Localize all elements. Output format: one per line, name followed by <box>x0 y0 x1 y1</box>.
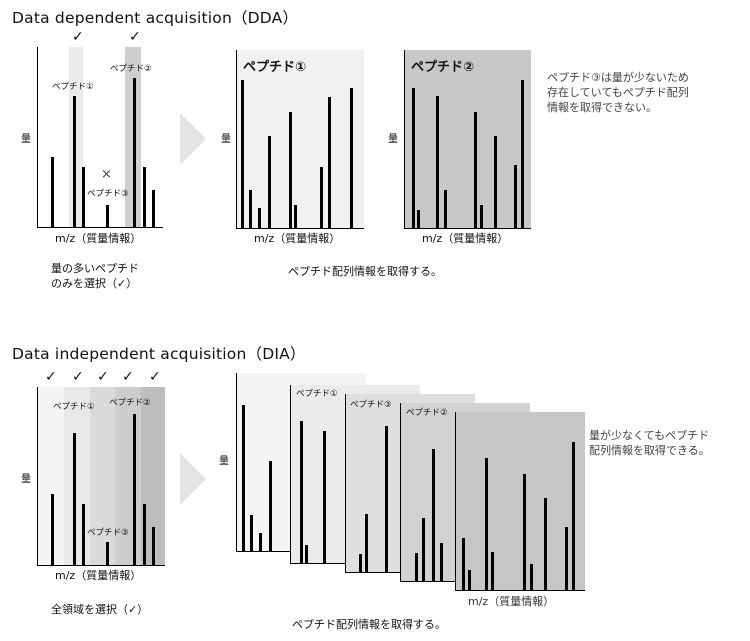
dda-x-axis-label: m/z（質量情報） <box>55 232 142 245</box>
dia-label-peptide1: ペプチド① <box>53 402 95 412</box>
dia-panel-x-axis-label: m/z（質量情報） <box>468 595 555 608</box>
dia-panel-label-peptide1: ペプチド① <box>296 389 338 399</box>
dda-caption-left-line2: のみを選択（✓） <box>51 277 138 290</box>
dia-ms1-spectrum <box>37 387 165 566</box>
dia-check-2: ✓ <box>72 369 84 385</box>
dda-caption-left-line1: 量の多いペプチド <box>51 262 139 275</box>
dia-check-5: ✓ <box>149 369 161 385</box>
dia-check-4: ✓ <box>122 369 134 385</box>
dia-label-peptide2: ペプチド② <box>109 398 151 408</box>
dda-caption-right: ペプチド配列情報を取得する。 <box>288 265 442 278</box>
dda-title: Data dependent acquisition（DDA） <box>12 9 299 27</box>
dia-y-axis-label: 量 <box>21 474 31 485</box>
dia-check-1: ✓ <box>45 369 57 385</box>
dda-arrow-icon <box>180 113 206 165</box>
dda-label-peptide1: ペプチド① <box>52 82 94 92</box>
dia-panel-label-peptide2: ペプチド② <box>406 408 448 418</box>
dda-note-line2: 存在していてもペプチド配列 <box>547 86 689 99</box>
dda-ms2-spectrum-peptide1 <box>236 50 364 229</box>
dda-panel1-y-axis-label: 量 <box>221 134 231 145</box>
dia-x-axis-label: m/z（質量情報） <box>55 569 142 582</box>
dda-panel1-title: ペプチド① <box>243 60 307 75</box>
dia-caption-right: ペプチド配列情報を取得する。 <box>292 618 446 631</box>
dda-label-peptide3: ペプチド③ <box>87 189 129 199</box>
dda-note-line1: ペプチド③は量が少ないため <box>547 71 689 84</box>
dda-check-peptide2: ✓ <box>129 29 141 45</box>
dda-y-axis-label: 量 <box>21 134 31 145</box>
dia-caption-left: 全領域を選択（✓） <box>51 603 149 616</box>
dda-ms2-spectrum-peptide2 <box>404 50 531 229</box>
dia-label-peptide3: ペプチド③ <box>87 528 129 538</box>
dda-panel2-x-axis-label: m/z（質量情報） <box>422 232 509 245</box>
dda-note-line3: 情報を取得できない。 <box>547 101 657 114</box>
dia-arrow-icon <box>180 453 206 505</box>
dda-panel2-title: ペプチド② <box>411 60 475 75</box>
dda-panel2-y-axis-label: 量 <box>388 134 398 145</box>
dda-cross-peptide3: × <box>101 167 112 182</box>
dia-panel-label-peptide3: ペプチド③ <box>350 400 392 410</box>
dia-ms2-panel-5 <box>455 412 585 591</box>
dia-title: Data independent acquisition（DIA） <box>12 345 306 363</box>
dia-panel-y-axis-label: 量 <box>219 456 229 467</box>
dia-note-line2: 配列情報を取得できる。 <box>589 444 710 457</box>
dda-panel1-x-axis-label: m/z（質量情報） <box>254 232 341 245</box>
dia-note-line1: 量が少なくてもペプチド <box>589 429 710 442</box>
dda-label-peptide2: ペプチド② <box>110 64 152 74</box>
dda-check-peptide1: ✓ <box>72 29 84 45</box>
dia-check-3: ✓ <box>97 369 109 385</box>
dda-ms1-spectrum <box>37 47 163 228</box>
